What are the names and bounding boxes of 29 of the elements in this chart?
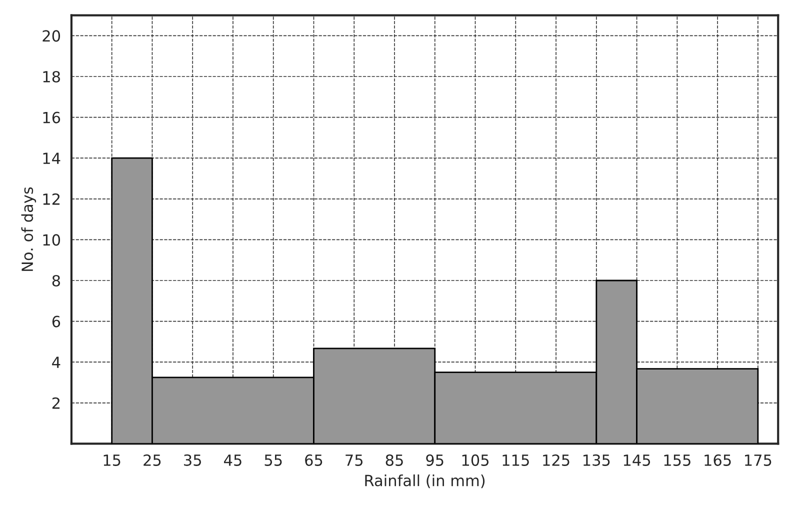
x-tick-label: 75 <box>346 454 363 466</box>
x-tick-label: 35 <box>184 454 201 466</box>
x-tick-label: 125 <box>543 454 570 466</box>
y-tick-label: 20 <box>42 30 60 42</box>
x-tick-label: 105 <box>462 454 489 466</box>
x-tick-label: 115 <box>502 454 529 466</box>
y-tick-label: 4 <box>52 356 60 368</box>
x-tick-label: 155 <box>664 454 690 466</box>
y-tick-label: 10 <box>43 234 60 246</box>
x-tick-label: 145 <box>624 454 650 466</box>
x-tick-label: 175 <box>745 454 772 466</box>
y-tick-label: 12 <box>43 193 60 205</box>
y-axis-title: No. of days <box>21 187 36 271</box>
y-tick-label: 8 <box>52 274 60 287</box>
x-tick-label: 25 <box>144 454 161 466</box>
x-tick-label: 85 <box>386 454 403 466</box>
x-axis-title: Rainfall (in mm) <box>365 474 485 488</box>
y-tick-label: 16 <box>43 112 60 124</box>
y-tick-label: 6 <box>52 316 60 328</box>
y-tick-label: 2 <box>52 397 60 409</box>
x-tick-label: 95 <box>426 454 444 466</box>
y-tick-label: 18 <box>43 70 60 83</box>
x-tick-label: 55 <box>264 454 282 466</box>
y-tick-label: 14 <box>43 152 60 164</box>
x-tick-label: 135 <box>584 454 610 466</box>
x-tick-label: 65 <box>305 454 322 466</box>
x-tick-label: 45 <box>224 454 242 466</box>
x-tick-label: 165 <box>704 454 731 466</box>
x-tick-label: 15 <box>104 454 120 466</box>
